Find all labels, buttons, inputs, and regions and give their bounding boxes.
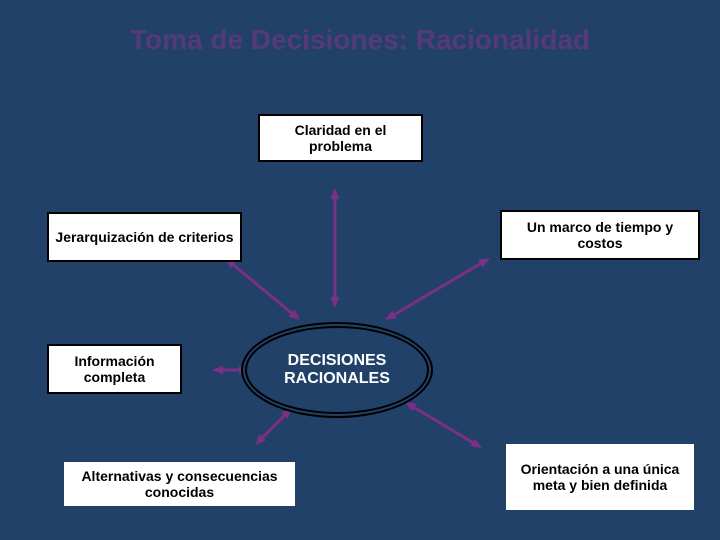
center-oval: DECISIONES RACIONALES — [245, 326, 429, 414]
box-info: Información completa — [47, 344, 182, 394]
box-claridad: Claridad en el problema — [258, 114, 423, 162]
slide-title: Toma de Decisiones: Racionalidad — [0, 24, 720, 56]
box-alternativas: Alternativas y consecuencias conocidas — [62, 460, 297, 508]
center-oval-label: DECISIONES RACIONALES — [247, 352, 427, 389]
box-marco: Un marco de tiempo y costos — [500, 210, 700, 260]
slide: Toma de Decisiones: Racionalidad DECISIO… — [0, 0, 720, 540]
box-jerarq: Jerarquización de criterios — [47, 212, 242, 262]
box-orientacion: Orientación a una única meta y bien defi… — [504, 442, 696, 512]
